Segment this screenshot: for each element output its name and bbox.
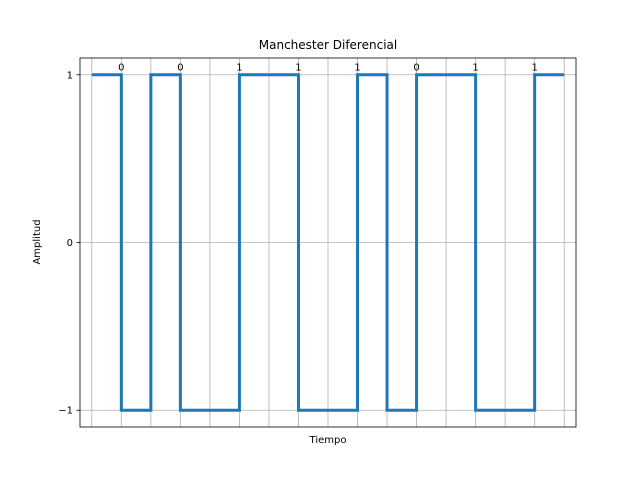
bit-label-0: 0 [118,62,124,73]
bit-label-7: 1 [531,62,537,73]
y-axis-label: Amplitud [32,219,43,264]
x-axis-label: Tiempo [309,435,347,446]
y-tick-label-2: 1 [67,70,73,81]
bit-label-2: 1 [236,62,242,73]
bit-label-5: 0 [413,62,419,73]
y-tick-label-0: −1 [58,406,73,417]
bit-label-6: 1 [472,62,478,73]
bit-label-1: 0 [177,62,183,73]
chart-title: Manchester Diferencial [259,38,397,52]
y-tick-label-1: 0 [67,238,73,249]
bit-label-3: 1 [295,62,301,73]
bit-labels: 0 0 1 1 1 0 1 1 [118,62,538,73]
y-axis-ticks: −1 0 1 [58,70,80,417]
bit-label-4: 1 [354,62,360,73]
signal-layer [91,73,565,412]
signal-line [91,73,565,412]
